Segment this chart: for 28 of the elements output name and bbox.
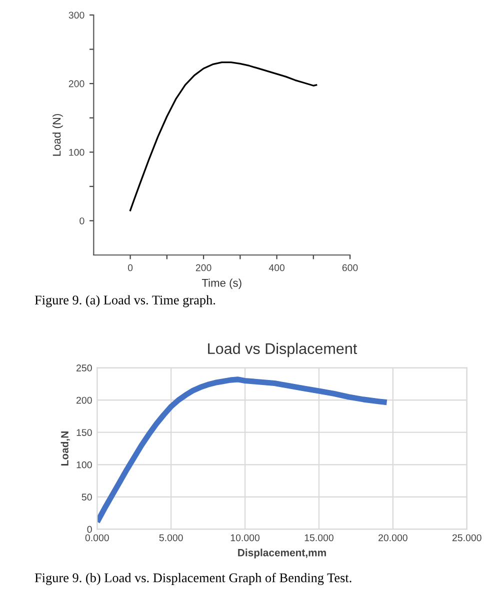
y-tick-label: 250	[76, 364, 92, 372]
x-tick-label: 0	[128, 264, 133, 272]
x-tick-label: 5.000	[159, 534, 183, 542]
y-tick-label: 50	[82, 494, 92, 501]
y-tick-label: 200	[68, 80, 84, 88]
y-tick-label: 100	[69, 148, 84, 156]
x-tick-label: 600	[342, 264, 358, 272]
x-tick-label: 20.000	[378, 534, 408, 542]
y-axis-title: Load (N)	[52, 114, 63, 156]
y-tick-label: 200	[76, 396, 92, 404]
caption: Figure 9. (a) Load vs. Time graph.	[34, 295, 216, 308]
x-tick-label: 0.000	[85, 534, 109, 542]
y-tick-label: 100	[76, 461, 92, 468]
x-tick-label: 10.000	[230, 534, 260, 542]
caption: Figure 9. (b) Load vs. Displacement Graph of Bending Test.	[34, 572, 352, 585]
x-axis-title: Displacement,mm	[238, 548, 326, 558]
x-axis-title: Time (s)	[202, 278, 242, 289]
y-tick-label: 300	[68, 12, 84, 19]
y-tick-label: 0	[87, 526, 92, 533]
y-tick-label: 150	[76, 429, 92, 436]
x-tick-label: 15.000	[304, 534, 334, 542]
x-tick-label: 400	[268, 264, 285, 272]
y-tick-label: 0	[80, 217, 84, 224]
line-series	[129, 61, 318, 212]
x-tick-label: 200	[196, 264, 212, 272]
x-tick-label: 25.000	[452, 534, 482, 542]
y-axis-title: Load,N	[60, 432, 70, 466]
chart-title: Load vs Displacement	[208, 342, 358, 358]
